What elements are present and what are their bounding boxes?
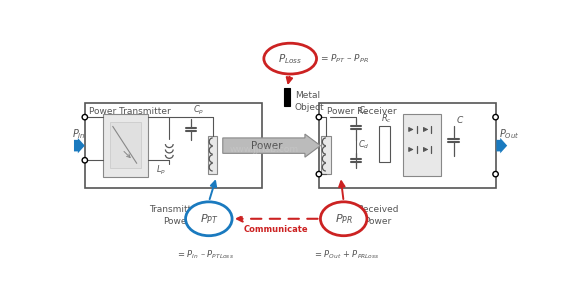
Text: Metal
Object: Metal Object <box>295 91 324 112</box>
Bar <box>319 103 496 188</box>
Bar <box>85 103 261 188</box>
Text: $C_s$: $C_s$ <box>358 105 369 117</box>
Text: Received
Power: Received Power <box>357 205 399 226</box>
Bar <box>284 88 290 106</box>
Bar <box>403 114 441 176</box>
Bar <box>103 114 149 177</box>
Text: $C$: $C$ <box>456 114 464 125</box>
Text: = $P_{In}$ – $P_{PTLoss}$: = $P_{In}$ – $P_{PTLoss}$ <box>177 248 234 260</box>
Bar <box>321 136 331 174</box>
Text: $P_{PR}$: $P_{PR}$ <box>335 212 353 226</box>
FancyArrow shape <box>223 134 320 157</box>
Text: $R_c$: $R_c$ <box>381 112 392 125</box>
Bar <box>379 126 390 162</box>
Ellipse shape <box>185 202 232 236</box>
Bar <box>109 122 141 168</box>
Text: Power Transmitter: Power Transmitter <box>90 107 171 116</box>
Text: Communicate: Communicate <box>244 225 308 234</box>
Circle shape <box>82 115 87 120</box>
Text: $P_{Out}$: $P_{Out}$ <box>500 127 520 141</box>
Ellipse shape <box>320 202 367 236</box>
Text: $C_p$: $C_p$ <box>193 104 205 117</box>
Text: $L_p$: $L_p$ <box>156 164 166 177</box>
Circle shape <box>316 115 321 120</box>
Text: www.jjrlab.com: www.jjrlab.com <box>230 145 299 154</box>
Circle shape <box>316 171 321 177</box>
Text: $P_{Loss}$: $P_{Loss}$ <box>278 52 302 65</box>
Bar <box>208 136 217 174</box>
Text: Power: Power <box>251 141 283 151</box>
Circle shape <box>82 157 87 163</box>
Text: Transmitted
Power: Transmitted Power <box>150 205 203 226</box>
Text: $P_{In}$: $P_{In}$ <box>73 127 86 141</box>
Text: = $P_{Out}$ + $P_{PRLoss}$: = $P_{Out}$ + $P_{PRLoss}$ <box>314 248 379 260</box>
Circle shape <box>493 171 498 177</box>
Text: = $P_{PT}$ – $P_{PR}$: = $P_{PT}$ – $P_{PR}$ <box>320 52 369 65</box>
Text: $C_d$: $C_d$ <box>358 139 370 151</box>
Text: Power Receiver: Power Receiver <box>327 107 396 116</box>
Ellipse shape <box>264 43 316 74</box>
FancyArrow shape <box>74 138 85 153</box>
Text: $P_{PT}$: $P_{PT}$ <box>200 212 218 226</box>
Circle shape <box>493 115 498 120</box>
FancyArrow shape <box>496 138 507 153</box>
